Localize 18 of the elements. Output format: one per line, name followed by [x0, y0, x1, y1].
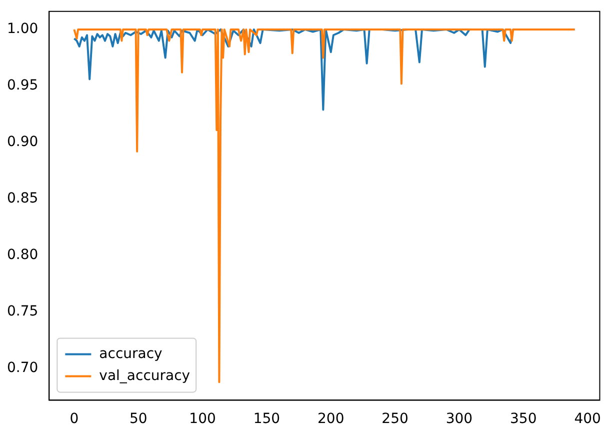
x-tick-label: 400: [574, 411, 601, 428]
y-tick-label: 0.80: [7, 247, 38, 264]
x-tick-label: 250: [382, 411, 408, 428]
legend-label: accuracy: [99, 346, 162, 362]
y-tick-label: 0.75: [7, 304, 38, 320]
x-tick-label: 150: [253, 411, 280, 428]
y-tick-label: 0.70: [7, 360, 38, 376]
x-tick-label: 200: [318, 411, 344, 428]
legend-label: val_accuracy: [99, 368, 190, 384]
y-tick-label: 1.00: [7, 21, 38, 38]
x-tick-label: 300: [446, 411, 473, 428]
x-tick-label: 100: [189, 411, 216, 428]
x-tick-label: 0: [70, 411, 79, 428]
y-tick-label: 0.85: [7, 190, 38, 207]
x-tick-label: 350: [510, 411, 537, 428]
y-tick-label: 0.90: [7, 134, 38, 150]
y-tick-label: 0.95: [7, 78, 38, 94]
x-tick-label: 50: [129, 411, 148, 428]
